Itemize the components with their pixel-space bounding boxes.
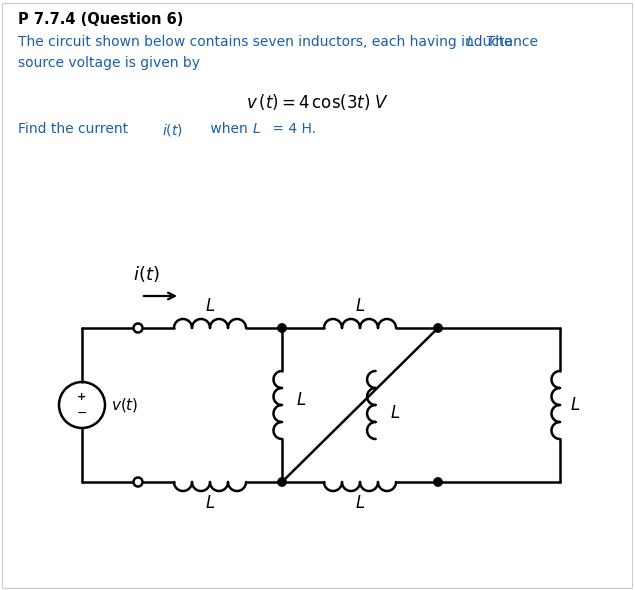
Text: $L$: $L$ (570, 396, 580, 414)
Text: $L$: $L$ (205, 494, 215, 512)
Circle shape (133, 477, 142, 487)
Text: $L$: $L$ (252, 122, 261, 136)
Text: $L$: $L$ (355, 297, 365, 315)
Text: P 7.7.4 (Question 6): P 7.7.4 (Question 6) (18, 12, 184, 27)
Text: +: + (77, 392, 86, 402)
Text: $v(t)$: $v(t)$ (111, 396, 138, 414)
Text: . The: . The (478, 35, 512, 49)
Text: $L$: $L$ (296, 391, 306, 409)
Circle shape (277, 478, 286, 486)
Text: source voltage is given by: source voltage is given by (18, 56, 200, 70)
Text: $L$: $L$ (355, 494, 365, 512)
Text: $L$: $L$ (390, 404, 400, 422)
Text: $L$: $L$ (205, 297, 215, 315)
Text: $L$: $L$ (465, 35, 474, 49)
Text: = 4 H.: = 4 H. (268, 122, 316, 136)
Text: $v\,(t) = 4\,\cos(3t)\;V$: $v\,(t) = 4\,\cos(3t)\;V$ (246, 92, 388, 112)
Text: $i(t)$: $i(t)$ (162, 122, 183, 138)
Circle shape (133, 323, 142, 333)
Text: The circuit shown below contains seven inductors, each having inductance: The circuit shown below contains seven i… (18, 35, 542, 49)
Text: Find the current: Find the current (18, 122, 133, 136)
Circle shape (434, 478, 442, 486)
Text: when: when (206, 122, 252, 136)
Circle shape (434, 324, 442, 332)
Circle shape (277, 324, 286, 332)
Text: $i(t)$: $i(t)$ (133, 264, 159, 284)
Text: −: − (77, 407, 87, 420)
